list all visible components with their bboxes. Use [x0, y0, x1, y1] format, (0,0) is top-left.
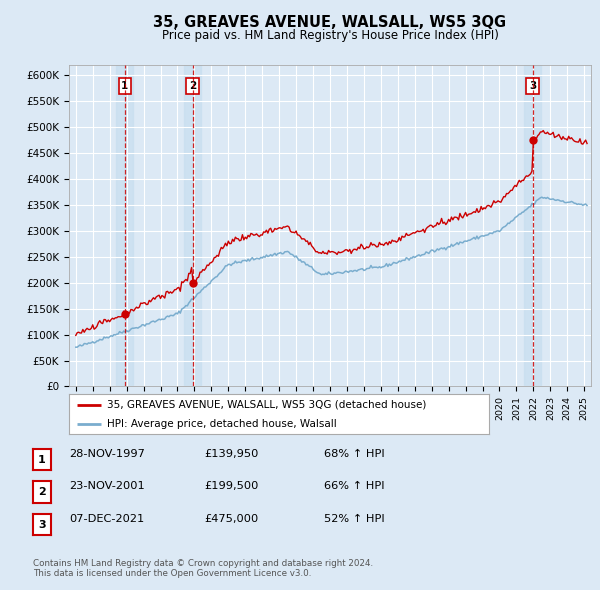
Text: 66% ↑ HPI: 66% ↑ HPI — [324, 481, 385, 491]
Text: 1: 1 — [38, 455, 46, 464]
Text: 35, GREAVES AVENUE, WALSALL, WS5 3QG: 35, GREAVES AVENUE, WALSALL, WS5 3QG — [154, 15, 506, 30]
Text: HPI: Average price, detached house, Walsall: HPI: Average price, detached house, Wals… — [107, 419, 337, 428]
Text: 1: 1 — [121, 81, 128, 91]
Bar — [184, 65, 201, 386]
Text: 35, GREAVES AVENUE, WALSALL, WS5 3QG (detached house): 35, GREAVES AVENUE, WALSALL, WS5 3QG (de… — [107, 400, 426, 410]
Text: £199,500: £199,500 — [204, 481, 259, 491]
Text: This data is licensed under the Open Government Licence v3.0.: This data is licensed under the Open Gov… — [33, 569, 311, 578]
Text: 68% ↑ HPI: 68% ↑ HPI — [324, 449, 385, 458]
Text: 28-NOV-1997: 28-NOV-1997 — [69, 449, 145, 458]
Bar — [524, 65, 541, 386]
Text: 3: 3 — [38, 520, 46, 529]
Text: 2: 2 — [38, 487, 46, 497]
Text: 07-DEC-2021: 07-DEC-2021 — [69, 514, 144, 523]
Text: £475,000: £475,000 — [204, 514, 258, 523]
Bar — [116, 65, 133, 386]
Text: 3: 3 — [529, 81, 536, 91]
Text: 52% ↑ HPI: 52% ↑ HPI — [324, 514, 385, 523]
Text: £139,950: £139,950 — [204, 449, 259, 458]
Text: 2: 2 — [189, 81, 196, 91]
Text: Contains HM Land Registry data © Crown copyright and database right 2024.: Contains HM Land Registry data © Crown c… — [33, 559, 373, 568]
Text: Price paid vs. HM Land Registry's House Price Index (HPI): Price paid vs. HM Land Registry's House … — [161, 30, 499, 42]
Text: 23-NOV-2001: 23-NOV-2001 — [69, 481, 145, 491]
